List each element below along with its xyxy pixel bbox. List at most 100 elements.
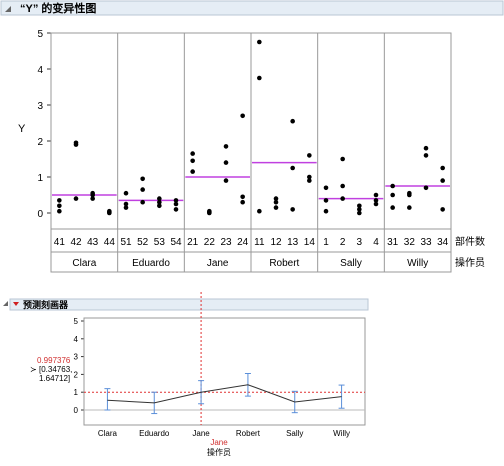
y-axis-label: Y <box>18 123 26 135</box>
data-point <box>223 178 229 183</box>
data-point <box>157 199 162 205</box>
operator-label: Eduardo <box>132 258 170 269</box>
data-point <box>373 192 379 198</box>
part-label: 12 <box>270 237 282 248</box>
part-label: 31 <box>387 237 399 248</box>
profiler-x-tick-label: Sally <box>286 429 303 438</box>
operator-label: Clara <box>72 258 96 269</box>
panel-header-bar <box>9 298 369 311</box>
part-label: 41 <box>54 237 66 248</box>
profiler-panel-header[interactable]: 预测刻画器 <box>3 298 369 311</box>
data-point <box>407 205 412 210</box>
data-point <box>107 208 112 214</box>
part-label: 53 <box>154 237 166 248</box>
profiler-x-axis-label: 操作员 <box>207 447 231 457</box>
part-label: 34 <box>437 237 449 248</box>
data-point <box>273 205 279 210</box>
operators-row-label: 操作员 <box>455 256 485 269</box>
data-point <box>157 203 162 209</box>
data-point <box>440 165 445 171</box>
part-label: 24 <box>237 237 249 248</box>
part-label: 3 <box>357 237 363 248</box>
data-point <box>140 176 145 182</box>
part-label: 43 <box>87 237 99 248</box>
part-label: 14 <box>304 237 316 248</box>
data-point <box>190 158 195 164</box>
data-point <box>190 169 195 174</box>
data-point <box>323 208 329 214</box>
data-point <box>140 187 145 192</box>
data-point <box>257 39 262 45</box>
data-point <box>173 207 179 212</box>
data-point <box>123 190 129 196</box>
data-point <box>57 203 62 209</box>
profiler-y-tick-label: 3 <box>74 353 79 362</box>
data-point <box>423 185 429 191</box>
profiler-frame <box>83 317 366 426</box>
y-tick-label: 5 <box>37 29 43 40</box>
data-point <box>340 156 345 162</box>
data-point <box>57 198 62 203</box>
data-point <box>340 196 345 201</box>
data-point <box>290 207 295 212</box>
part-label: 2 <box>340 237 346 248</box>
part-label: 52 <box>137 237 149 248</box>
current-marker-icon[interactable]: ≻ <box>30 365 37 374</box>
part-label: 11 <box>254 237 265 248</box>
profiler-y-tick-label: 5 <box>74 317 79 326</box>
part-label: 21 <box>187 237 199 248</box>
y-tick-label: 0 <box>37 209 43 220</box>
part-label: 22 <box>204 237 216 248</box>
profiler-x-tick-label: Robert <box>236 429 261 438</box>
data-point <box>440 207 445 212</box>
y-tick-label: 4 <box>37 65 43 76</box>
collapse-triangle-icon[interactable] <box>5 6 11 12</box>
panel-header-bar <box>0 0 504 16</box>
part-label: 23 <box>220 237 232 248</box>
variability-chart-title: “Y” 的变异性图 <box>20 1 96 15</box>
operator-label: Sally <box>340 258 362 269</box>
data-point <box>307 178 312 183</box>
collapse-triangle-icon[interactable] <box>3 301 8 306</box>
data-point <box>307 174 312 180</box>
variability-panel-header[interactable]: “Y” 的变异性图 <box>0 0 504 16</box>
profiler-y-tick-label: 0 <box>74 406 79 415</box>
operator-label: Jane <box>207 258 229 269</box>
data-point <box>357 210 362 216</box>
profiler-x-tick-label: Jane <box>192 429 210 438</box>
data-point <box>323 185 329 191</box>
operator-label: Willy <box>407 258 428 269</box>
data-point <box>357 203 362 209</box>
part-label: 32 <box>404 237 416 248</box>
data-point <box>373 201 379 207</box>
data-point <box>273 196 279 201</box>
data-point <box>123 205 129 210</box>
data-point <box>423 145 429 151</box>
part-label: 33 <box>420 237 432 248</box>
profile-line <box>107 384 342 404</box>
data-point <box>390 192 395 198</box>
data-point <box>90 190 95 196</box>
confidence-interval-upper: 1.64712] <box>39 374 70 383</box>
data-point <box>223 144 229 149</box>
data-point <box>157 196 162 201</box>
data-point <box>173 201 179 207</box>
part-label: 1 <box>323 237 329 248</box>
data-point <box>407 190 412 196</box>
profiler-plot-area: Clara Eduardo Jane Robert Sally Willy <box>83 292 366 438</box>
data-point <box>307 153 312 158</box>
data-point <box>257 75 262 81</box>
part-label: 44 <box>104 237 116 248</box>
data-point <box>240 194 245 200</box>
data-point <box>73 140 79 146</box>
data-point <box>190 151 195 156</box>
predicted-value: 0.997376 <box>37 356 71 365</box>
y-tick-label: 2 <box>37 137 43 148</box>
data-point <box>273 199 279 205</box>
red-menu-triangle-icon[interactable] <box>13 302 19 306</box>
part-label: 51 <box>120 237 132 248</box>
y-axis: 0 1 2 3 4 5 <box>37 29 51 220</box>
profiler-y-axis: 0 1 2 3 4 5 <box>74 317 84 415</box>
data-point <box>323 198 329 203</box>
